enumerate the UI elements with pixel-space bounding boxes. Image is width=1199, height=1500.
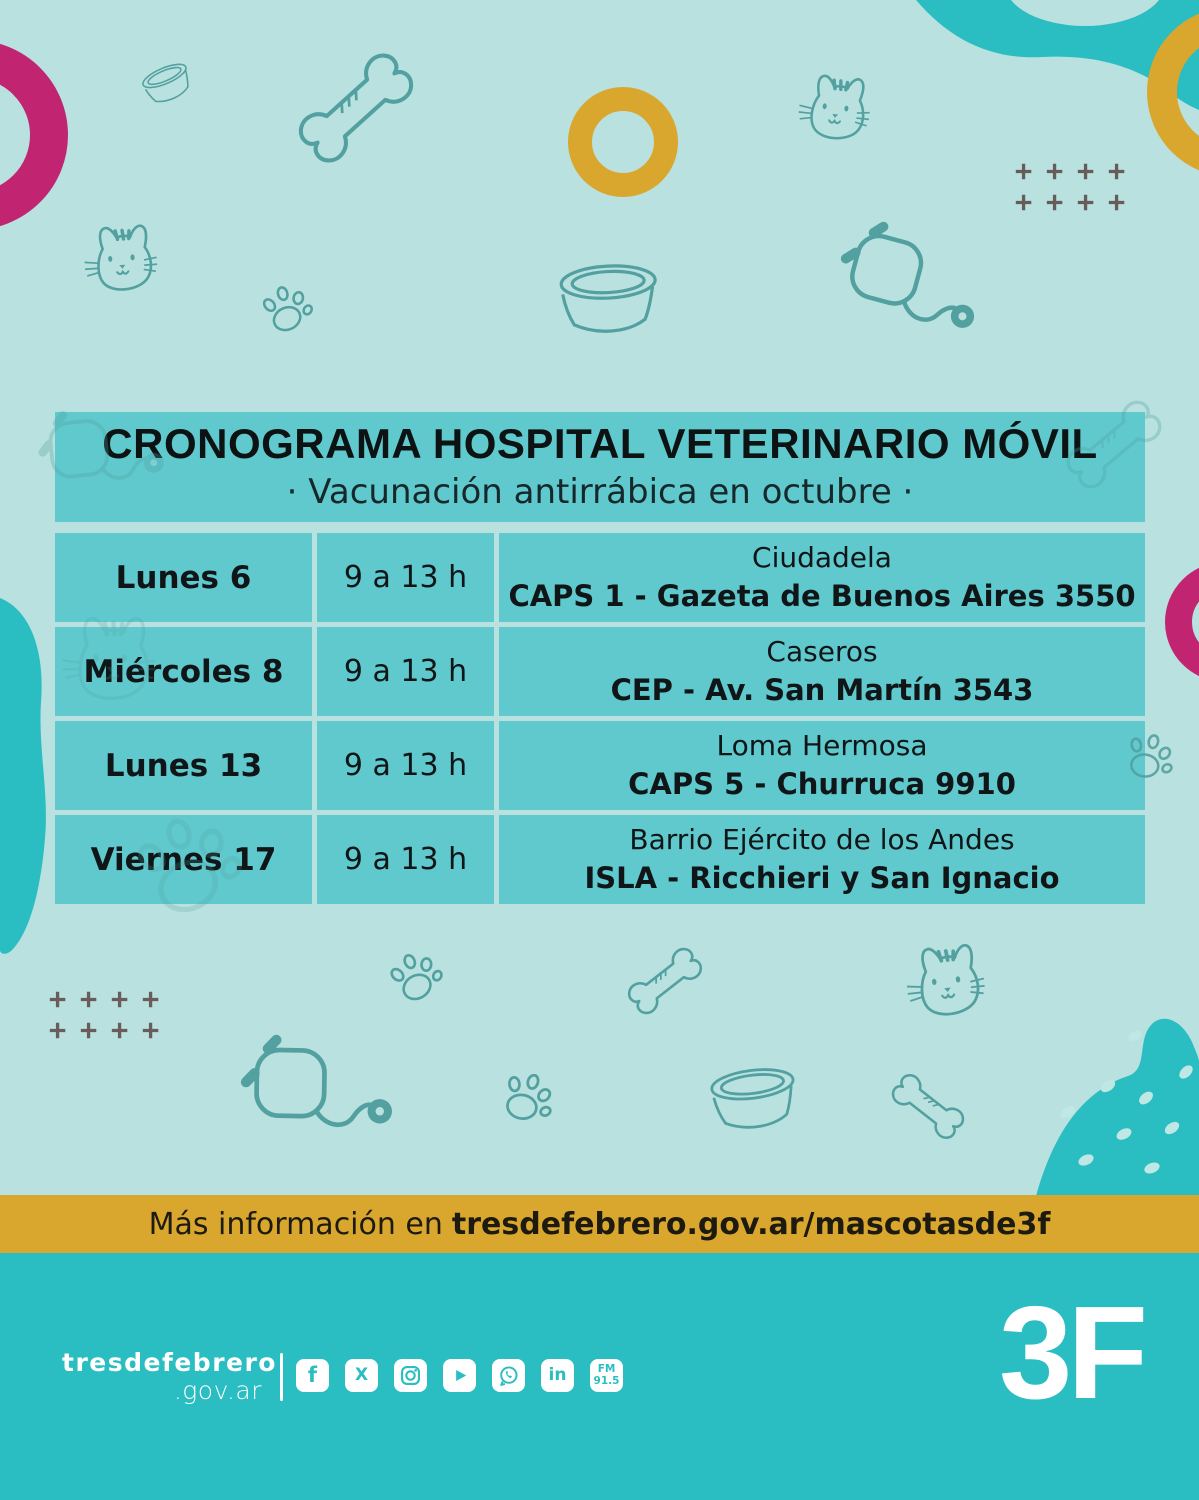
fm-label: FM: [597, 1363, 616, 1376]
schedule-place: Caseros CEP - Av. San Martín 3543: [499, 627, 1145, 716]
fm-frequency: 91.5: [593, 1374, 620, 1387]
schedule-address: ISLA - Ricchieri y San Ignacio: [584, 860, 1060, 895]
play-glyph: [456, 1369, 467, 1382]
stethoscope-icon: [830, 210, 993, 341]
schedule-area: Caseros: [766, 634, 878, 668]
pet-bowl-icon: [543, 250, 676, 346]
cat-face-icon: [75, 219, 167, 311]
schedule-time: 9 a 13 h: [317, 721, 494, 810]
yellow-ring-top-right: [1147, 7, 1199, 177]
3f-logo: 3F: [998, 1279, 1148, 1426]
schedule-time: 9 a 13 h: [317, 533, 494, 622]
facebook-icon[interactable]: f: [296, 1359, 329, 1392]
paw-print-icon: [255, 278, 319, 342]
plus-marks: [1012, 156, 1132, 218]
footer-divider: [280, 1353, 283, 1401]
x-twitter-icon[interactable]: X: [345, 1359, 378, 1392]
youtube-icon[interactable]: [443, 1359, 476, 1392]
yellow-ring-center: [568, 87, 678, 197]
pet-bowl-icon: [130, 51, 205, 115]
schedule-time: 9 a 13 h: [317, 815, 494, 904]
teal-blob-bottom-right: [1036, 1018, 1199, 1196]
cat-face-icon: [788, 68, 880, 160]
teal-blob-left: [0, 598, 46, 954]
whatsapp-glyph: [500, 1366, 518, 1386]
cat-face-icon: [895, 937, 996, 1038]
stethoscope-icon: [230, 1011, 405, 1154]
pink-ring-top-left: [0, 40, 68, 230]
whatsapp-icon[interactable]: [492, 1359, 525, 1392]
schedule-day: Miércoles 8: [55, 627, 312, 716]
paw-print-icon: [489, 1061, 565, 1137]
paw-print-icon: [381, 943, 452, 1014]
schedule-day: Lunes 6: [55, 533, 312, 622]
schedule-address: CEP - Av. San Martín 3543: [610, 672, 1034, 707]
teal-blob-top-right: [916, 0, 1199, 110]
schedule-address: CAPS 1 - Gazeta de Buenos Aires 3550: [508, 578, 1136, 613]
facebook-glyph: f: [307, 1363, 318, 1387]
linkedin-glyph: in: [548, 1365, 567, 1385]
instagram-glyph: [401, 1366, 420, 1385]
schedule-table: Lunes 6 9 a 13 h Ciudadela CAPS 1 - Gaze…: [55, 533, 1145, 904]
schedule-address: CAPS 5 - Churruca 9910: [628, 766, 1016, 801]
brand-domain: .gov.ar: [173, 1376, 262, 1405]
pet-bowl-icon: [697, 1056, 814, 1140]
instagram-icon[interactable]: [394, 1359, 427, 1392]
schedule-day: Lunes 13: [55, 721, 312, 810]
page-subtitle: · Vacunación antirrábica en octubre ·: [286, 471, 914, 512]
plus-marks: [46, 984, 166, 1046]
blob-dots: [1060, 1030, 1193, 1174]
fm-radio-icon[interactable]: FM 91.5: [590, 1359, 623, 1392]
brand-name: tresdefebrero: [62, 1348, 277, 1377]
x-glyph: X: [354, 1365, 369, 1385]
schedule-time: 9 a 13 h: [317, 627, 494, 716]
schedule-area: Ciudadela: [752, 540, 892, 574]
schedule-place: Barrio Ejército de los Andes ISLA - Ricc…: [499, 815, 1145, 904]
bone-icon: [619, 940, 710, 1023]
info-bar: Más información en tresdefebrero.gov.ar/…: [0, 1195, 1199, 1253]
bone-icon: [285, 40, 426, 176]
header-panel: CRONOGRAMA HOSPITAL VETERINARIO MÓVIL · …: [55, 412, 1145, 522]
page-title: CRONOGRAMA HOSPITAL VETERINARIO MÓVIL: [102, 420, 1098, 468]
schedule-day: Viernes 17: [55, 815, 312, 904]
pink-ring-right: [1165, 562, 1199, 682]
social-icons: f X: [296, 1359, 623, 1392]
bone-icon: [884, 1066, 973, 1147]
linkedin-icon[interactable]: in: [541, 1359, 574, 1392]
info-link[interactable]: tresdefebrero.gov.ar/mascotasde3f: [451, 1206, 1051, 1242]
schedule-area: Loma Hermosa: [716, 728, 928, 762]
schedule-place: Ciudadela CAPS 1 - Gazeta de Buenos Aire…: [499, 533, 1145, 622]
schedule-place: Loma Hermosa CAPS 5 - Churruca 9910: [499, 721, 1145, 810]
brand-logo: tresdefebrero .gov.ar: [62, 1348, 277, 1405]
info-text: Más información en: [148, 1206, 443, 1242]
schedule-area: Barrio Ejército de los Andes: [629, 822, 1015, 856]
footer: tresdefebrero .gov.ar f X: [0, 1253, 1199, 1500]
